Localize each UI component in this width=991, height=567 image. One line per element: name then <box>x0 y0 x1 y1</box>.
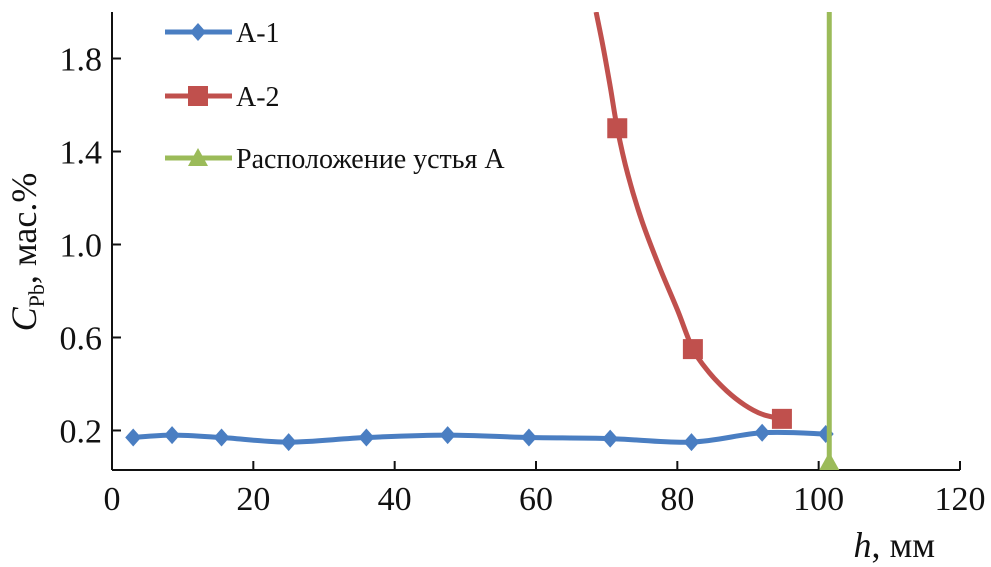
series-a2-point-2 <box>771 408 792 429</box>
series-a1-point-7 <box>602 429 619 448</box>
legend: А-1 А-2 Расположение устья А <box>165 18 505 175</box>
x-tick-label-80: 80 <box>660 481 694 518</box>
y-axis-subscript: Pb <box>24 284 49 307</box>
series-a1-point-0 <box>125 428 142 447</box>
x-tick-label-60: 60 <box>519 481 553 518</box>
legend-item-2: Расположение устья А <box>165 144 505 175</box>
plot-area <box>125 12 840 470</box>
legend-item-1-marker <box>188 86 208 106</box>
series-a1-point-6 <box>520 428 537 447</box>
series-mouth-point-0 <box>819 452 840 470</box>
x-tick-label-100: 100 <box>793 481 844 518</box>
x-tick-label-40: 40 <box>378 481 412 518</box>
x-tick-label-20: 20 <box>236 481 270 518</box>
y-axis-symbol: C <box>4 306 44 331</box>
series-a1-point-9 <box>754 423 771 442</box>
series-a1-point-5 <box>439 426 456 445</box>
legend-item-2-marker <box>188 148 208 166</box>
x-axis-unit: , мм <box>871 525 935 565</box>
series-a2-line <box>593 12 783 422</box>
series-a1-point-8 <box>683 433 700 452</box>
legend-item-2-label: Расположение устья А <box>236 144 505 175</box>
x-tick-label-120: 120 <box>935 481 986 518</box>
y-tick-label-3: 1.4 <box>60 134 103 171</box>
y-axis-label: CPb, мас.% <box>4 173 49 332</box>
series-a2-point-0 <box>607 118 628 139</box>
legend-item-0: А-1 <box>165 18 280 49</box>
series-a1-point-3 <box>280 433 297 452</box>
y-tick-label-0: 0.2 <box>60 413 103 450</box>
series-a1-point-2 <box>213 428 230 447</box>
y-tick-label-4: 1.8 <box>60 41 103 78</box>
series-a1-point-4 <box>358 428 375 447</box>
x-axis-symbol: h <box>853 525 871 565</box>
series-a1-point-1 <box>164 426 181 445</box>
y-tick-label-2: 1.0 <box>60 227 103 264</box>
legend-item-1-label: А-2 <box>236 82 280 113</box>
series-a2-point-1 <box>682 339 703 360</box>
legend-item-0-marker <box>190 23 206 41</box>
legend-item-1: А-2 <box>165 82 280 113</box>
axes: 0 20 40 60 80 100 120 0.2 0.6 1.0 1.4 1.8 <box>60 12 986 518</box>
y-axis-unit: , мас.% <box>4 173 44 284</box>
x-axis-label: h, мм <box>853 525 935 565</box>
series-a1-line <box>133 429 826 445</box>
x-tick-label-0: 0 <box>104 481 121 518</box>
y-tick-label-1: 0.6 <box>60 320 103 357</box>
legend-item-0-label: А-1 <box>236 18 280 49</box>
